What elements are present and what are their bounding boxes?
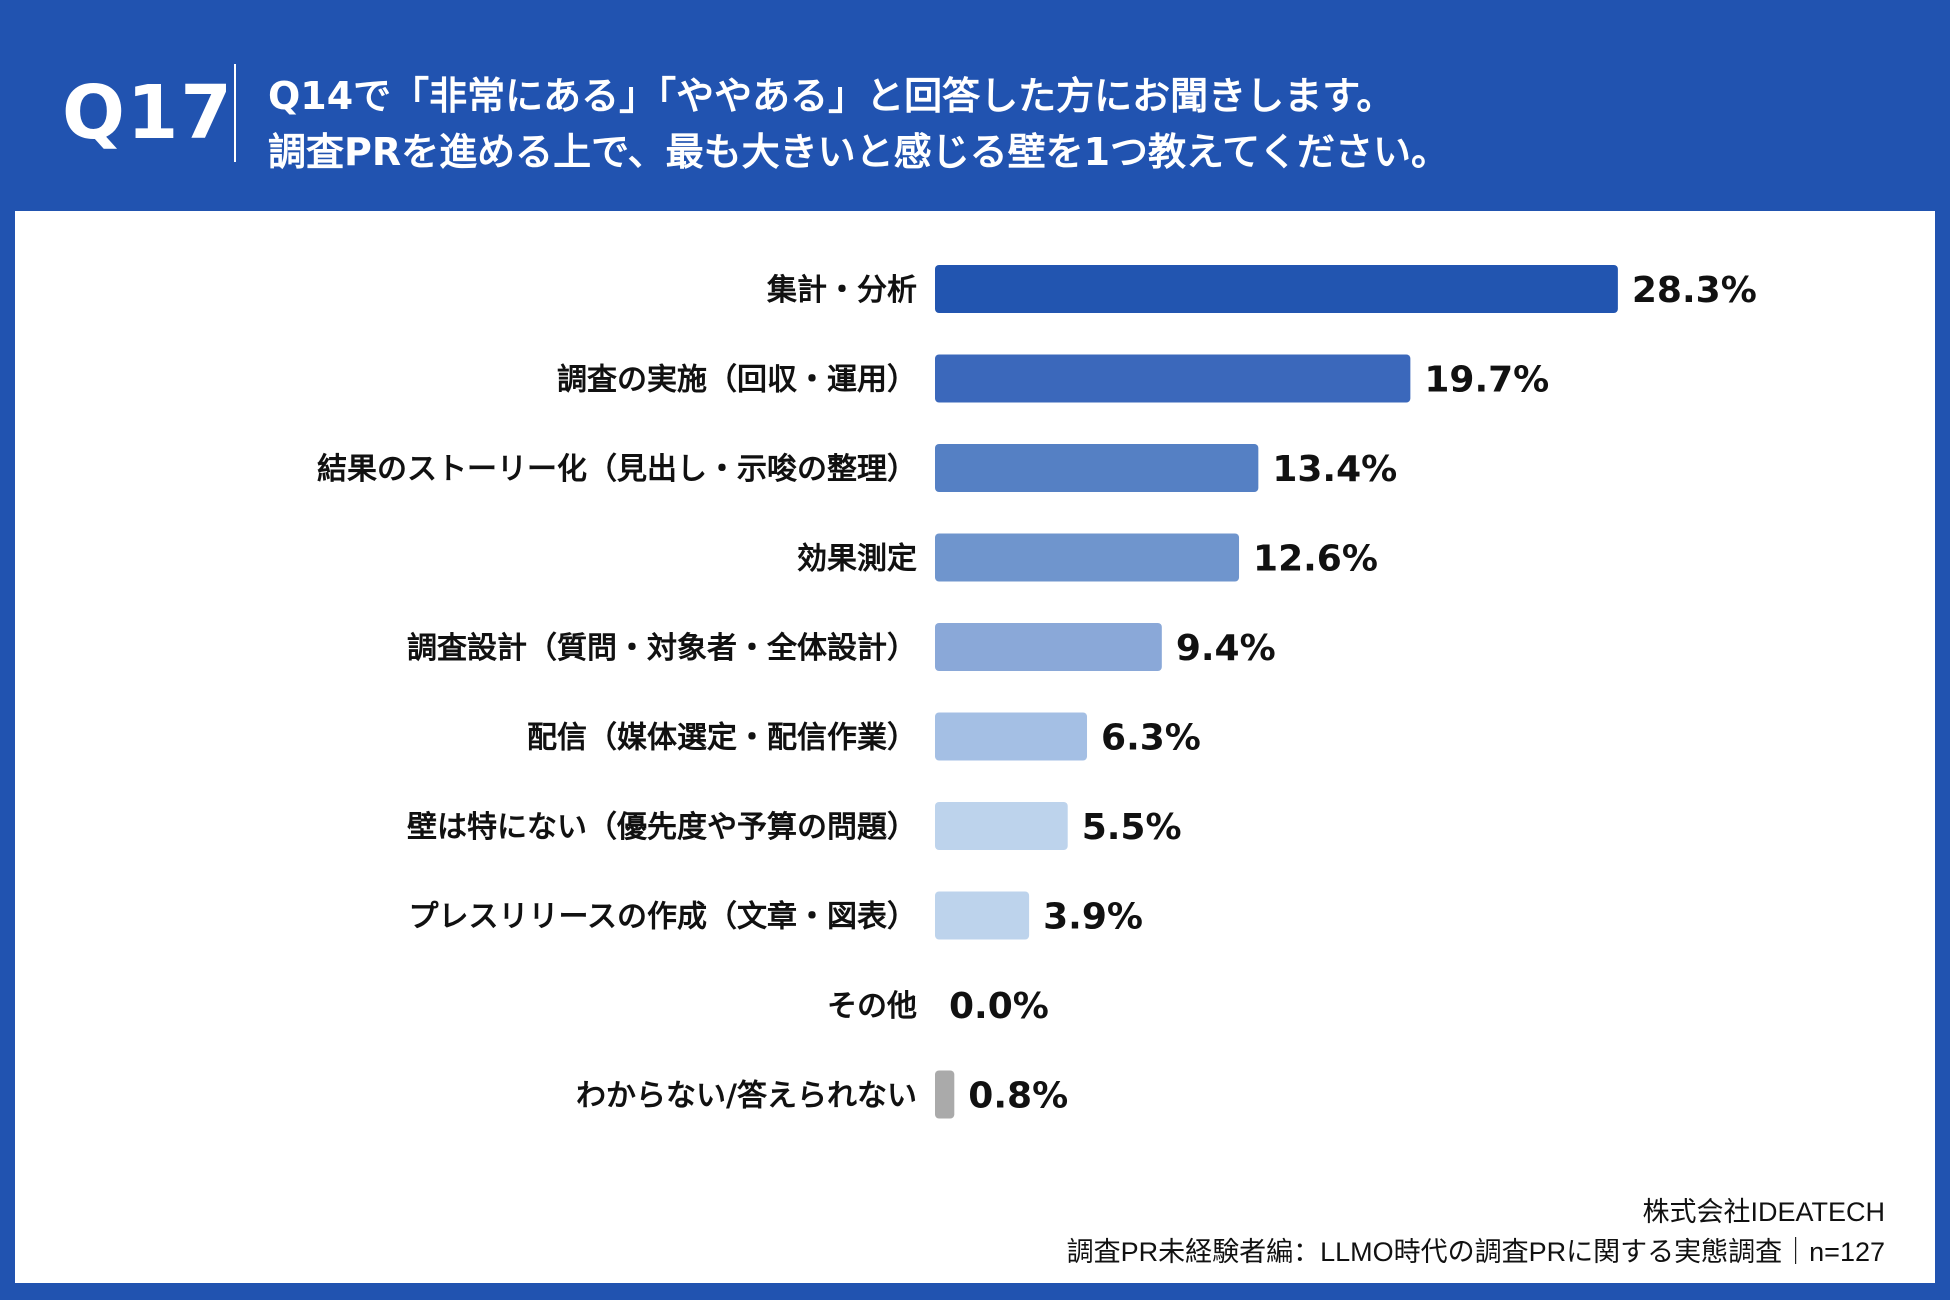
bar xyxy=(935,1070,955,1119)
value-label: 13.4% xyxy=(1272,449,1397,490)
value-label: 19.7% xyxy=(1424,360,1549,401)
category-label: 結果のストーリー化（見出し・示唆の整理） xyxy=(317,452,917,487)
category-label: 配信（媒体選定・配信作業） xyxy=(527,721,917,756)
bar xyxy=(935,533,1240,582)
survey-source: 調査PR未経験者編：LLMO時代の調査PRに関する実態調査｜n=127 xyxy=(1066,1237,1885,1267)
category-label: 効果測定 xyxy=(797,542,917,577)
footer: 株式会社IDEATECH 調査PR未経験者編：LLMO時代の調査PRに関する実態… xyxy=(1067,1192,1885,1272)
header-divider xyxy=(234,64,236,162)
value-label: 3.9% xyxy=(1043,897,1143,938)
bar xyxy=(935,265,1618,313)
title-line-1: Q14で「非常にある」「ややある」と回答した方にお聞きします。 xyxy=(268,74,1395,118)
bar xyxy=(935,712,1088,761)
bar xyxy=(935,891,1030,940)
company-name: 株式会社IDEATECH xyxy=(1642,1197,1885,1227)
category-label: プレスリリースの作成（文章・図表） xyxy=(409,900,918,935)
question-number: Q17 xyxy=(62,70,234,156)
category-label: 壁は特にない（優先度や予算の問題） xyxy=(407,810,917,845)
value-label: 12.6% xyxy=(1253,539,1378,580)
bar-chart: 集計・分析 28.3% 調査の実施（回収・運用） 19.7% 結果のストーリー化（見出し… xyxy=(317,265,1757,1119)
value-label: 0.0% xyxy=(949,986,1049,1027)
value-label: 28.3% xyxy=(1632,270,1757,311)
question-title: Q14で「非常にある」「ややある」と回答した方にお聞きします。 調査PRを進める… xyxy=(268,68,1449,180)
title-line-2: 調査PRを進める上で、最も大きいと感じる壁を1つ教えてください。 xyxy=(268,130,1449,174)
value-label: 9.4% xyxy=(1176,628,1276,669)
bar xyxy=(935,444,1259,492)
category-label: その他 xyxy=(827,989,917,1024)
category-label: 調査設計（質問・対象者・全体設計） xyxy=(407,631,917,666)
category-label: わからない/答えられない xyxy=(576,1079,917,1114)
bar xyxy=(935,354,1411,403)
value-label: 5.5% xyxy=(1082,807,1182,848)
value-label: 0.8% xyxy=(968,1076,1068,1117)
chart-panel: 集計・分析 28.3% 調査の実施（回収・運用） 19.7% 結果のストーリー化（見出し… xyxy=(15,211,1935,1283)
value-label: 6.3% xyxy=(1101,718,1201,759)
category-label: 集計・分析 xyxy=(766,273,917,308)
category-label: 調査の実施（回収・運用） xyxy=(557,363,917,398)
bar xyxy=(935,802,1068,850)
bar xyxy=(935,623,1162,671)
